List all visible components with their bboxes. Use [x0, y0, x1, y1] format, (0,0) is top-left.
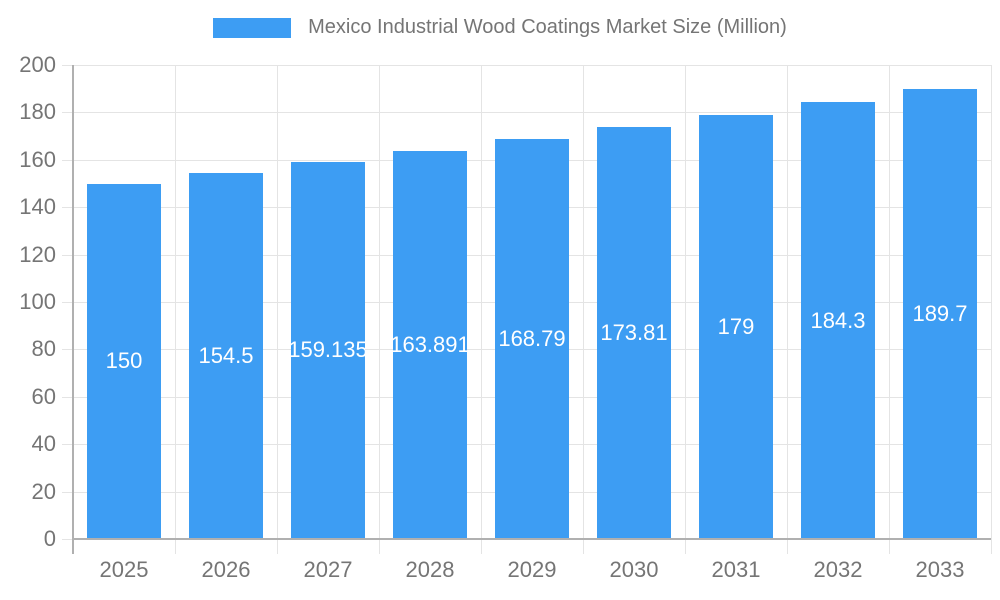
bar-value-label: 159.135: [291, 337, 365, 363]
h-gridline: [73, 159, 991, 161]
y-axis-label: 0: [43, 526, 56, 551]
bar: 154.5: [189, 172, 263, 539]
h-gridline: [73, 444, 991, 446]
x-tick: [481, 539, 482, 554]
x-axis-label: 2026: [201, 557, 251, 582]
x-tick: [583, 539, 584, 554]
y-axis-line: [72, 65, 74, 554]
x-axis-label: 2032: [813, 557, 863, 582]
y-axis-label: 140: [19, 194, 56, 220]
y-axis-label: 120: [19, 241, 56, 267]
y-axis-label: 20: [31, 478, 56, 504]
y-axis-label: 60: [31, 383, 56, 409]
x-tick: [277, 539, 278, 554]
x-tick: [889, 539, 890, 554]
y-tick: [62, 539, 73, 540]
x-axis-label: 2029: [507, 557, 557, 582]
x-axis-line: [73, 538, 991, 540]
legend-item[interactable]: Mexico Industrial Wood Coatings Market S…: [0, 16, 1000, 39]
y-tick: [62, 396, 73, 398]
bar-value-label: 179: [717, 313, 755, 339]
v-gridline: [685, 65, 686, 539]
bar: 189.7: [903, 89, 977, 539]
bar-value-label: 163.891: [393, 331, 467, 357]
v-gridline: [583, 65, 584, 539]
bar-value-label: 168.79: [498, 325, 566, 351]
bar: 168.79: [495, 138, 569, 539]
y-axis-label: 160: [19, 146, 56, 172]
y-axis-label: 40: [31, 431, 56, 457]
y-tick: [62, 112, 73, 114]
bar: 184.3: [801, 102, 875, 539]
bar: 150: [87, 183, 161, 539]
h-gridline: [73, 254, 991, 256]
y-axis-label: 80: [31, 336, 56, 362]
h-gridline: [73, 491, 991, 493]
bar-value-label: 189.7: [912, 301, 968, 327]
bar-value-label: 173.81: [600, 320, 668, 346]
x-axis-label: 2027: [303, 557, 353, 582]
x-tick: [991, 539, 992, 554]
x-tick: [379, 539, 380, 554]
x-axis-label: 2025: [99, 557, 149, 582]
v-gridline: [379, 65, 380, 539]
h-gridline: [73, 302, 991, 303]
y-axis-label: 180: [19, 99, 56, 125]
y-tick: [62, 254, 73, 256]
x-axis-label: 2028: [405, 557, 455, 582]
x-axis-label: 2031: [711, 557, 761, 582]
v-gridline: [787, 65, 788, 539]
x-tick: [685, 539, 686, 554]
v-gridline: [481, 65, 482, 539]
y-tick: [62, 65, 73, 66]
y-tick: [62, 349, 73, 351]
chart-title: Mexico Industrial Wood Coatings Market S…: [308, 16, 787, 38]
h-gridline: [73, 396, 991, 398]
v-gridline: [889, 65, 890, 539]
bar: 159.135: [291, 161, 365, 539]
x-tick: [787, 539, 788, 554]
legend-swatch: [213, 17, 292, 38]
bar: 173.81: [597, 127, 671, 539]
x-axis-label: 2030: [609, 557, 659, 582]
x-tick: [175, 539, 176, 554]
v-gridline: [175, 65, 176, 539]
v-gridline: [277, 65, 278, 539]
y-tick: [62, 491, 73, 493]
bar: 179: [699, 114, 773, 539]
v-gridline: [991, 65, 992, 539]
x-axis-label: 2033: [915, 557, 965, 582]
h-gridline: [73, 65, 991, 66]
h-gridline: [73, 349, 991, 351]
bar: 163.891: [393, 150, 467, 539]
y-tick: [62, 159, 73, 161]
bar-value-label: 154.5: [198, 342, 254, 368]
bar-value-label: 184.3: [810, 307, 866, 333]
bar-value-label: 150: [105, 348, 143, 374]
y-tick: [62, 444, 73, 446]
y-axis-label: 100: [19, 289, 56, 314]
y-tick: [62, 207, 73, 209]
y-tick: [62, 302, 73, 303]
y-axis-label: 200: [19, 52, 56, 77]
x-tick: [72, 539, 74, 554]
h-gridline: [73, 112, 991, 114]
h-gridline: [73, 207, 991, 209]
